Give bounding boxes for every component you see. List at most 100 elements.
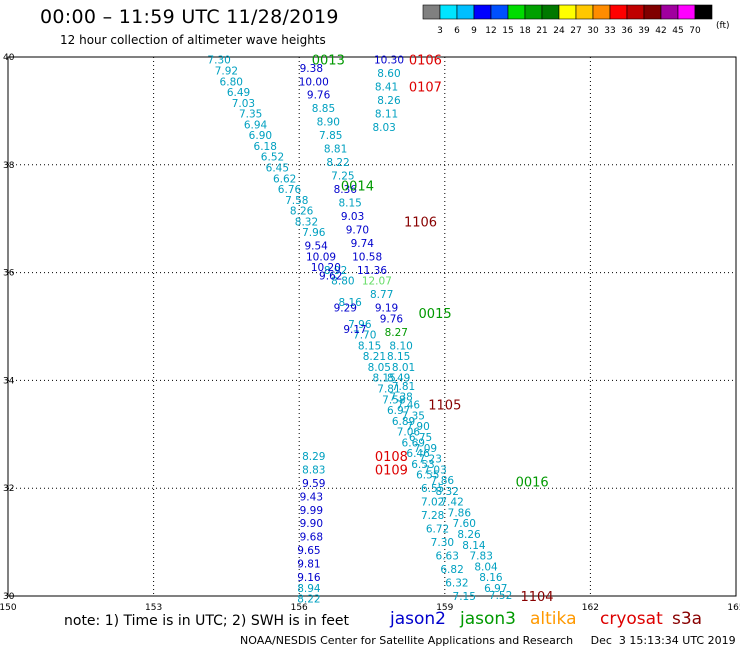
swh-point: 8.05 xyxy=(368,362,391,374)
track-label: 0108 xyxy=(375,450,408,465)
swh-point: 8.32 xyxy=(295,216,318,228)
x-tick-label: 159 xyxy=(436,603,453,613)
swh-point: 6.45 xyxy=(266,162,289,174)
swh-point: 8.80 xyxy=(331,276,354,288)
swh-point: 8.36 xyxy=(334,184,358,196)
swh-point: 10.20 xyxy=(311,262,341,274)
colorbar-swatch xyxy=(473,4,492,20)
swh-point: 8.26 xyxy=(377,95,401,107)
swh-point: 9.19 xyxy=(375,303,398,315)
colorbar-label: 45 xyxy=(672,26,683,36)
colorbar-label: 21 xyxy=(536,26,547,36)
swh-point: 9.38 xyxy=(300,63,323,75)
track-label: 0014 xyxy=(341,179,374,194)
colorbar: 3 6 9 12 15 18 21 24 27 30 33 36 39 42 45 70 xyxy=(422,4,713,36)
colorbar-label: 9 xyxy=(471,26,477,36)
swh-point: 6.52 xyxy=(261,152,284,164)
swh-point: 7.03 xyxy=(232,98,255,110)
colorbar-label: 24 xyxy=(553,26,565,36)
swh-point: 9.29 xyxy=(334,303,357,315)
colorbar-swatch xyxy=(507,4,526,20)
swh-point: 7.06 xyxy=(397,427,421,439)
colorbar-label: 6 xyxy=(454,26,460,36)
track-label: 0013 xyxy=(312,54,345,69)
track-label: 0015 xyxy=(419,307,452,322)
swh-point: 8.41 xyxy=(375,82,398,94)
swh-point: 6.72 xyxy=(426,524,449,536)
swh-point: 9.68 xyxy=(300,532,323,544)
swh-point: 8.32 xyxy=(436,486,459,498)
colorbar-swatch xyxy=(626,4,645,20)
swh-point: 7.58 xyxy=(285,195,308,207)
swh-point: 6.80 xyxy=(220,76,243,88)
track-label: 0107 xyxy=(409,81,442,96)
swh-point: 8.15 xyxy=(372,373,395,385)
colorbar-label: 42 xyxy=(655,26,666,36)
swh-point: 7.81 xyxy=(392,381,415,393)
swh-point: 6.69 xyxy=(402,437,425,449)
colorbar-label: 36 xyxy=(621,26,633,36)
colorbar-swatch xyxy=(422,4,441,20)
swh-point: 7.35 xyxy=(402,410,425,422)
swh-point: 6.89 xyxy=(392,416,415,428)
colorbar-swatch xyxy=(694,4,713,20)
swh-point: 8.26 xyxy=(290,206,314,218)
colorbar-unit: (ft) xyxy=(716,21,730,31)
swh-point: 11.36 xyxy=(357,265,387,277)
colorbar-swatch xyxy=(439,4,458,20)
x-tick-label: 150 xyxy=(0,603,17,613)
swh-point: 8.29 xyxy=(302,451,325,463)
swh-point: 7.58 xyxy=(382,394,405,406)
swh-point: 7.86 xyxy=(448,507,472,519)
chart-subtitle: 12 hour collection of altimeter wave hei… xyxy=(60,33,326,47)
swh-point: 10.00 xyxy=(299,76,329,88)
swh-point: 7.92 xyxy=(215,65,238,77)
colorbar-label: 33 xyxy=(604,26,615,36)
swh-point: 6.53 xyxy=(411,459,434,471)
swh-point: 6.63 xyxy=(436,551,459,563)
swh-point: 6.62 xyxy=(273,173,296,185)
swh-point: 7.83 xyxy=(470,551,493,563)
y-tick-label: 32 xyxy=(3,484,14,494)
swh-point: 6.49 xyxy=(227,87,250,99)
swh-point: 9.81 xyxy=(297,559,320,571)
swh-point: 8.77 xyxy=(370,289,393,301)
swh-point: 7.35 xyxy=(239,109,262,121)
swh-point: 9.17 xyxy=(343,324,366,336)
y-tick-label: 34 xyxy=(3,376,15,386)
legend-item-altika: altika xyxy=(530,609,577,629)
colorbar-swatch xyxy=(609,4,628,20)
swh-point: 6.76 xyxy=(278,184,302,196)
swh-point: 7.90 xyxy=(406,421,429,433)
track-label: 1106 xyxy=(404,215,437,230)
track-label: 0016 xyxy=(516,476,549,491)
swh-point: 8.10 xyxy=(389,340,412,352)
swh-point: 7.81 xyxy=(377,383,400,395)
swh-point: 8.60 xyxy=(377,68,400,80)
swh-point: 7.30 xyxy=(431,537,454,549)
swh-point: 7.70 xyxy=(353,330,376,342)
swh-point: 7.09 xyxy=(414,443,437,455)
swh-point: 10.09 xyxy=(306,251,336,263)
x-tick-label: 162 xyxy=(582,603,599,613)
colorbar-swatch xyxy=(524,4,543,20)
colorbar-label: 39 xyxy=(638,26,650,36)
swh-point: 8.49 xyxy=(387,373,410,385)
swh-point: 8.22 xyxy=(326,157,349,169)
track-label: 1104 xyxy=(520,590,553,605)
swh-point: 8.21 xyxy=(363,351,386,363)
axis-ticks: 150 153 156 159 162 165 30 32 34 36 38 40 xyxy=(0,53,740,613)
swh-point: 6.94 xyxy=(244,119,268,131)
colorbar-swatch xyxy=(456,4,475,20)
y-tick-label: 36 xyxy=(3,269,15,279)
swh-point: 6.82 xyxy=(440,564,463,576)
swh-point: 8.26 xyxy=(457,529,481,541)
swh-point: 9.74 xyxy=(351,238,375,250)
swh-point: 9.99 xyxy=(300,505,323,517)
swh-point: 8.15 xyxy=(358,340,381,352)
legend-item-s3a: s3a xyxy=(672,609,703,629)
swh-point: 8.90 xyxy=(317,117,340,129)
plot-frame xyxy=(7,56,737,597)
swh-point: 12.07 xyxy=(362,276,392,288)
swh-point: 7.02 xyxy=(421,497,444,509)
